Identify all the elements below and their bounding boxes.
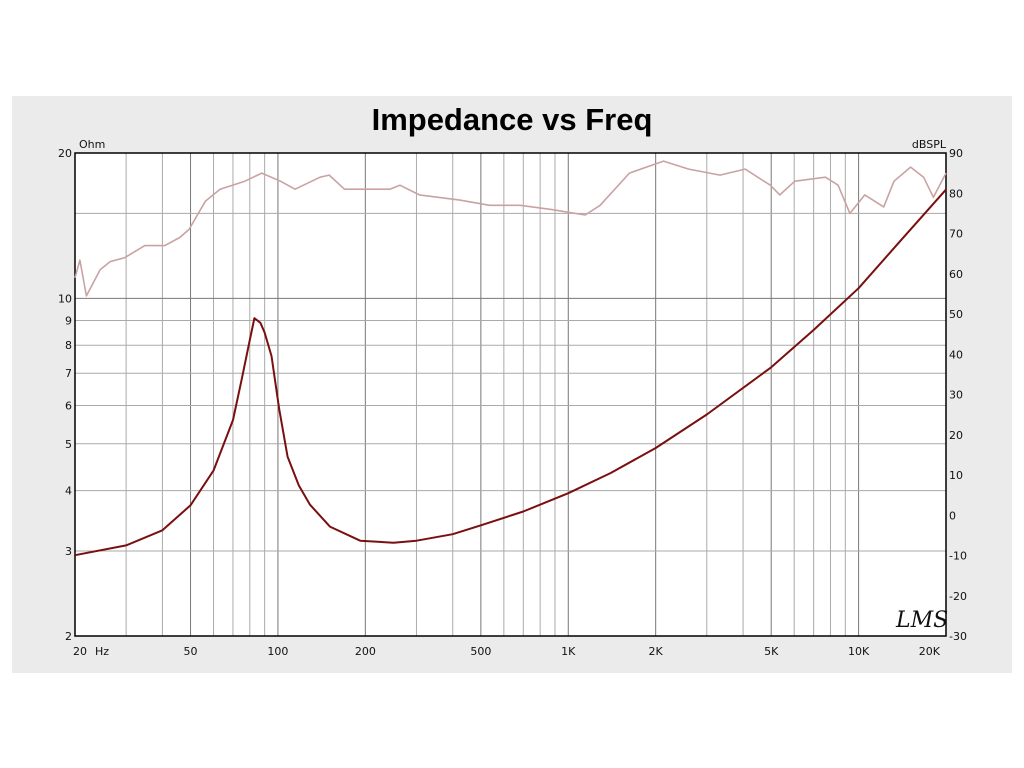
y-left-tick-label: 2 — [65, 630, 72, 643]
series-spl-line — [74, 160, 947, 297]
lms-watermark: LMS — [895, 608, 948, 633]
y-left-axis-label: Ohm — [79, 138, 105, 151]
y-right-tick-label: 0 — [949, 509, 956, 522]
y-left-tick-label: 3 — [65, 545, 72, 558]
y-right-axis-label: dBSPL — [912, 138, 947, 151]
y-left-tick-label: 8 — [65, 339, 72, 352]
y-right-tick-label: 40 — [949, 348, 963, 361]
chart-title: Impedance vs Freq — [371, 102, 653, 137]
plot-area — [75, 153, 946, 636]
y-left-tick-label: 9 — [65, 314, 72, 327]
y-left-tick-label: 6 — [65, 400, 72, 413]
y-right-tick-label: -10 — [949, 550, 967, 563]
y-right-tick-label: 90 — [949, 147, 963, 160]
x-tick-label: 2K — [649, 645, 664, 658]
y-right-tick-label: 20 — [949, 429, 963, 442]
x-tick-label: 20K — [919, 645, 941, 658]
x-tick-label: 100 — [267, 645, 288, 658]
x-tick-label: 500 — [470, 645, 491, 658]
x-tick-label: 10K — [848, 645, 870, 658]
x-tick-label: 5K — [764, 645, 779, 658]
y-right-tick-label: -30 — [949, 630, 967, 643]
x-tick-label: 50 — [184, 645, 198, 658]
x-tick-label: 200 — [355, 645, 376, 658]
y-left-tick-label: 7 — [65, 367, 72, 380]
x-tick-label: 20 — [73, 645, 87, 658]
y-right-tick-label: 10 — [949, 469, 963, 482]
y-left-tick-label: 10 — [58, 292, 72, 305]
y-right-tick-label: 50 — [949, 308, 963, 321]
y-right-tick-label: 70 — [949, 228, 963, 241]
plot-border — [74, 152, 947, 637]
y-left-tick-label: 5 — [65, 438, 72, 451]
y-left-tick-label: 4 — [65, 485, 72, 498]
x-axis-label: Hz — [95, 645, 109, 658]
y-right-tick-label: 30 — [949, 389, 963, 402]
y-right-tick-label: -20 — [949, 590, 967, 603]
series-impedance-line — [74, 188, 947, 557]
y-right-tick-label: 60 — [949, 268, 963, 281]
y-right-tick-label: 80 — [949, 187, 963, 200]
x-tick-label: 1K — [561, 645, 576, 658]
y-left-tick-label: 20 — [58, 147, 72, 160]
